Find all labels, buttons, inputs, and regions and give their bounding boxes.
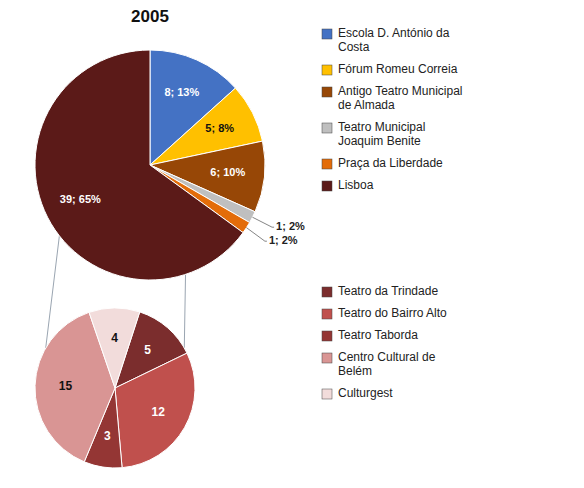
data-label: 39; 65% bbox=[60, 193, 101, 205]
legend-label: Culturgest bbox=[338, 386, 393, 400]
connector-line bbox=[46, 236, 60, 348]
data-label: 5 bbox=[144, 343, 151, 357]
legend-label-line: Culturgest bbox=[338, 386, 393, 400]
legend-label-line: Escola D. António da bbox=[338, 26, 450, 40]
legend-label-line: Joaquim Benite bbox=[338, 134, 421, 148]
legend-label-line: Teatro do Bairro Alto bbox=[338, 306, 447, 320]
legend-swatch bbox=[322, 287, 332, 297]
legend-label: Antigo Teatro Municipalde Almada bbox=[338, 84, 463, 112]
legend-swatch bbox=[322, 65, 332, 75]
legend-swatch bbox=[322, 29, 332, 39]
legend-swatch bbox=[322, 159, 332, 169]
legend-swatch bbox=[322, 309, 332, 319]
legend-swatch bbox=[322, 389, 332, 399]
legend-label-line: Fórum Romeu Correia bbox=[338, 62, 458, 76]
legend-label: Centro Cultural deBelém bbox=[338, 350, 436, 378]
legend-label-line: Teatro Taborda bbox=[338, 328, 418, 342]
pie-slice bbox=[115, 353, 195, 468]
legend-label-line: Praça da Liberdade bbox=[338, 156, 443, 170]
legend: Teatro da Trindade Teatro do Bairro Alto T… bbox=[322, 284, 447, 400]
legend-label-line: Centro Cultural de bbox=[338, 350, 436, 364]
data-label: 4 bbox=[111, 331, 118, 345]
legend-label: Escola D. António daCosta bbox=[338, 26, 450, 54]
legend-label: Teatro do Bairro Alto bbox=[338, 306, 447, 320]
label-leader bbox=[252, 217, 274, 227]
label-leader bbox=[246, 228, 266, 242]
legend-swatch bbox=[322, 123, 332, 133]
legend-label: Lisboa bbox=[338, 178, 374, 192]
chart-title: 2005 bbox=[131, 7, 169, 26]
legend-label-line: Costa bbox=[338, 40, 370, 54]
legend-label-line: de Almada bbox=[338, 98, 395, 112]
data-label: 15 bbox=[59, 379, 73, 393]
legend-label: Teatro Taborda bbox=[338, 328, 418, 342]
connector-line bbox=[184, 274, 185, 348]
legend-label: Praça da Liberdade bbox=[338, 156, 443, 170]
chart-root: 8; 13% 5; 8% 6; 10% 1; 2% 1; 2% 39; 65% Escola… bbox=[0, 0, 584, 488]
data-label: 8; 13% bbox=[164, 86, 199, 98]
legend: Escola D. António daCosta Fórum Romeu Cor… bbox=[322, 26, 463, 192]
pie-labels: 5 12 3 15 4 bbox=[59, 331, 165, 444]
data-label: 6; 10% bbox=[210, 166, 245, 178]
legend-label-line: Antigo Teatro Municipal bbox=[338, 84, 463, 98]
pie-slice bbox=[89, 308, 140, 388]
legend-label: Fórum Romeu Correia bbox=[338, 62, 458, 76]
data-label: 1; 2% bbox=[269, 234, 298, 246]
legend-swatch bbox=[322, 181, 332, 191]
legend-label: Teatro da Trindade bbox=[338, 284, 438, 298]
legend-swatch bbox=[322, 331, 332, 341]
legend-label-line: Teatro Municipal bbox=[338, 120, 425, 134]
pie-labels: 8; 13% 5; 8% 6; 10% 1; 2% 1; 2% 39; 65% bbox=[60, 86, 305, 246]
data-label: 1; 2% bbox=[276, 220, 305, 232]
data-label: 3 bbox=[104, 429, 111, 443]
legend-label: Teatro MunicipalJoaquim Benite bbox=[338, 120, 425, 148]
pie bbox=[35, 308, 195, 468]
data-label: 12 bbox=[151, 405, 165, 419]
legend-swatch bbox=[322, 87, 332, 97]
legend-label-line: Belém bbox=[338, 364, 372, 378]
legend-swatch bbox=[322, 353, 332, 363]
data-label: 5; 8% bbox=[205, 122, 234, 134]
legend-label-line: Lisboa bbox=[338, 178, 374, 192]
pie-slice bbox=[35, 50, 243, 280]
legend-label-line: Teatro da Trindade bbox=[338, 284, 438, 298]
pie bbox=[35, 50, 265, 280]
